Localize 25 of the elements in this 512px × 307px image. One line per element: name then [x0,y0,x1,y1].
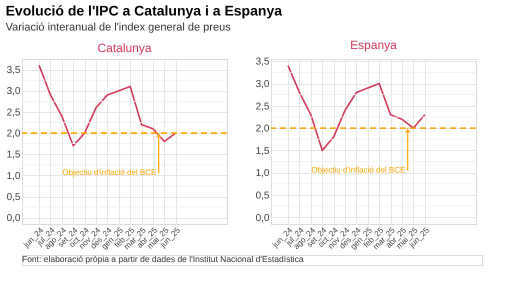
line-series [287,64,426,152]
y-tick-label: 3,5 [256,56,270,68]
y-tick-label: 3,0 [256,79,270,90]
y-tick-label: 3,0 [6,86,21,98]
text: Espanya [350,38,398,52]
y-tick-label: 0,5 [256,190,270,202]
y-tick-label: 2,0 [256,124,270,135]
y-tick-label: 1,0 [6,170,21,182]
line-series [38,64,177,147]
text: Font: elaboració pròpia a partir de dades de l'Institut Nacional d'Estadística [22,254,304,264]
text: Catalunya [97,41,152,55]
chart-title: Evolució de l'IPC a Catalunya i a Espanya [6,2,282,19]
ref-line-label: Objectiu d'inflació del BCE [311,165,406,174]
chart-subtitle: Variació interanual de l'index general de preus [6,22,232,34]
y-tick-label: 2,0 [6,128,21,140]
y-tick-label: 0,0 [256,212,270,224]
y-tick-label: 3,5 [6,65,21,76]
y-tick-label: 1,0 [256,168,270,180]
y-tick-label: 1,5 [6,150,21,161]
y-tick-label: 1,5 [256,146,270,157]
ref-line-label: Objectiu d'inflació del BCE [62,168,156,178]
y-tick-label: 2,5 [256,101,270,112]
y-tick-label: 0,0 [6,213,21,224]
y-tick-label: 0,5 [6,192,21,203]
y-tick-label: 2,5 [6,107,21,118]
